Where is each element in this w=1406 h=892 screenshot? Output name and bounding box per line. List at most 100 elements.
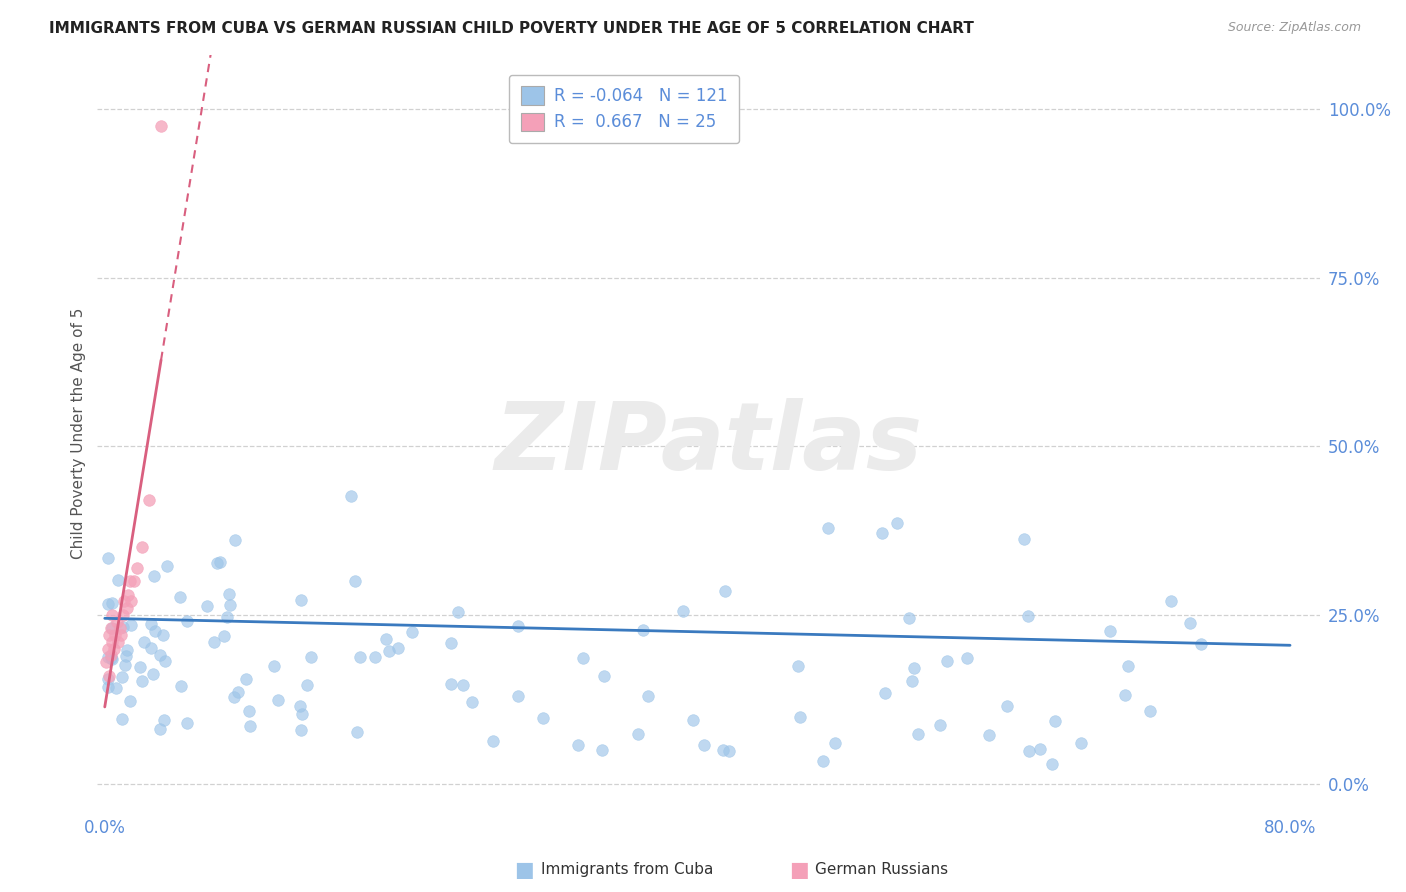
Point	[142, 666, 165, 681]
Point	[97, 649, 120, 664]
Point	[128, 660, 150, 674]
Point	[995, 698, 1018, 713]
Point	[104, 628, 127, 642]
Point	[401, 625, 423, 640]
Point	[375, 632, 398, 646]
Point	[1139, 704, 1161, 718]
Point	[789, 710, 811, 724]
Point	[508, 689, 530, 703]
Point	[440, 636, 463, 650]
Point	[936, 654, 959, 668]
Point	[131, 673, 153, 688]
Point	[297, 678, 319, 692]
Point	[107, 573, 129, 587]
Point	[824, 736, 846, 750]
Point	[115, 649, 138, 664]
Point	[105, 615, 128, 629]
Point	[817, 521, 839, 535]
Point	[103, 641, 125, 656]
Point	[97, 672, 120, 686]
Point	[1012, 532, 1035, 546]
Point	[202, 635, 225, 649]
Point	[299, 650, 322, 665]
Point	[117, 642, 139, 657]
Point	[378, 644, 401, 658]
Point	[152, 628, 174, 642]
Point	[1018, 744, 1040, 758]
Point	[97, 641, 120, 656]
Point	[291, 706, 314, 721]
Point	[169, 591, 191, 605]
Point	[627, 727, 650, 741]
Point	[110, 628, 132, 642]
Point	[101, 635, 124, 649]
Point	[631, 623, 654, 637]
Point	[886, 516, 908, 530]
Point	[96, 655, 118, 669]
Point	[873, 686, 896, 700]
Point	[290, 593, 312, 607]
Point	[141, 616, 163, 631]
Point	[170, 679, 193, 693]
Point	[101, 651, 124, 665]
Point	[100, 622, 122, 636]
Y-axis label: Child Poverty Under the Age of 5: Child Poverty Under the Age of 5	[72, 307, 86, 558]
Point	[111, 670, 134, 684]
Point	[111, 712, 134, 726]
Text: ZIPatlas: ZIPatlas	[495, 398, 922, 491]
Point	[340, 489, 363, 503]
Point	[108, 622, 131, 636]
Point	[101, 596, 124, 610]
Point	[120, 694, 142, 708]
Point	[907, 727, 929, 741]
Point	[176, 614, 198, 628]
Point	[97, 597, 120, 611]
Point	[637, 690, 659, 704]
Point	[531, 711, 554, 725]
Point	[346, 724, 368, 739]
Point	[593, 669, 616, 683]
Point	[711, 742, 734, 756]
Point	[120, 618, 142, 632]
Point	[111, 607, 134, 622]
Point	[118, 574, 141, 589]
Point	[115, 601, 138, 615]
Point	[150, 119, 173, 133]
Point	[120, 594, 142, 608]
Point	[956, 651, 979, 665]
Point	[238, 704, 260, 718]
Point	[1189, 637, 1212, 651]
Point	[155, 559, 177, 574]
Point	[176, 716, 198, 731]
Point	[124, 574, 146, 589]
Point	[222, 690, 245, 705]
Point	[811, 754, 834, 768]
Point	[101, 621, 124, 635]
Point	[219, 598, 242, 612]
Point	[127, 560, 149, 574]
Point	[98, 668, 121, 682]
Point	[131, 541, 153, 555]
Point	[105, 681, 128, 695]
Point	[132, 635, 155, 649]
Point	[451, 678, 474, 692]
Point	[114, 657, 136, 672]
Point	[153, 713, 176, 727]
Point	[364, 650, 387, 665]
Point	[482, 734, 505, 748]
Point	[97, 550, 120, 565]
Point	[1160, 594, 1182, 608]
Point	[1070, 736, 1092, 750]
Point	[717, 744, 740, 758]
Point	[212, 629, 235, 643]
Point	[226, 685, 249, 699]
Point	[112, 594, 135, 608]
Point	[461, 695, 484, 709]
Point	[1114, 689, 1136, 703]
Point	[897, 611, 920, 625]
Point	[387, 640, 409, 655]
Point	[288, 699, 311, 714]
Point	[567, 739, 589, 753]
Point	[112, 620, 135, 634]
Point	[290, 723, 312, 737]
